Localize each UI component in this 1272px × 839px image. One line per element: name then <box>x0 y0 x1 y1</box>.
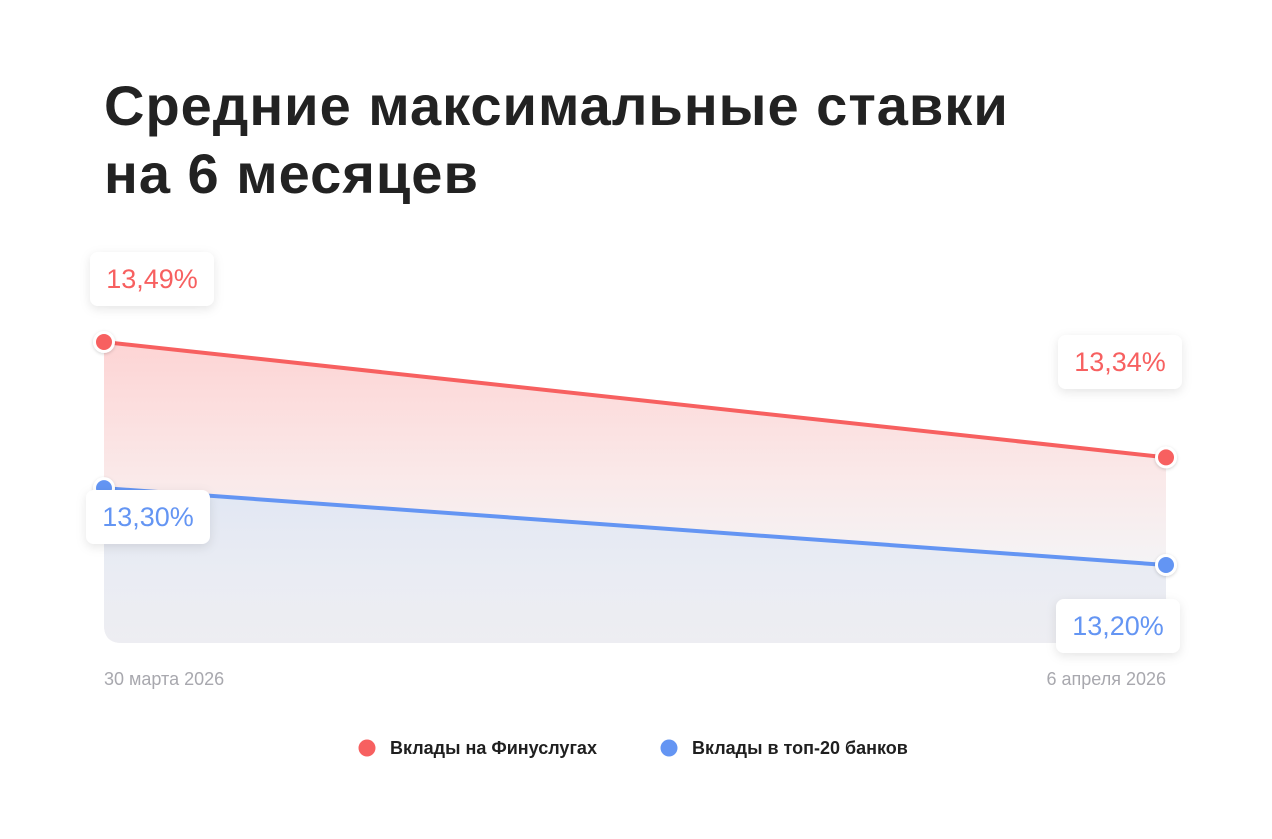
chart-title: Средние максимальные ставки на 6 месяцев <box>104 72 1184 208</box>
data-label-text: 13,30% <box>102 502 194 532</box>
data-label-top20-1: 13,20% <box>1056 599 1180 653</box>
chart-title-line-2: на 6 месяцев <box>104 142 479 205</box>
data-label-box <box>86 490 210 544</box>
legend-label-finuslugi: Вклады на Финуслугах <box>390 738 597 758</box>
series-area-top20 <box>104 488 1166 643</box>
data-point-finuslugi-0 <box>93 331 115 353</box>
legend-item-finuslugi: Вклады на Финуслугах <box>358 738 597 758</box>
chart-title-line-1: Средние максимальные ставки <box>104 74 1009 137</box>
data-label-box <box>90 252 214 306</box>
legend-marker-top20 <box>660 739 678 757</box>
data-label-text: 13,34% <box>1074 347 1166 377</box>
data-label-top20-0: 13,30% <box>86 490 210 544</box>
series-line-finuslugi <box>102 340 1168 460</box>
legend-label-top20: Вклады в топ-20 банков <box>692 738 908 758</box>
legend-marker-finuslugi <box>358 739 376 757</box>
data-label-finuslugi-0: 13,49% <box>90 252 214 306</box>
series-line-top20 <box>102 486 1168 567</box>
x-tick-label-end: 6 апреля 2026 <box>1047 669 1167 689</box>
legend-item-top20: Вклады в топ-20 банков <box>660 738 908 758</box>
data-point-finuslugi-1 <box>1155 446 1177 469</box>
legend: Вклады на Финуслугах Вклады в топ-20 бан… <box>358 738 908 758</box>
data-label-box <box>1058 335 1182 389</box>
data-point-top20-1 <box>1155 554 1177 576</box>
data-label-finuslugi-1: 13,34% <box>1058 335 1182 389</box>
x-tick-label-start: 30 марта 2026 <box>104 669 224 689</box>
data-label-text: 13,20% <box>1072 611 1164 641</box>
data-label-box <box>1056 599 1180 653</box>
data-label-text: 13,49% <box>106 264 198 294</box>
